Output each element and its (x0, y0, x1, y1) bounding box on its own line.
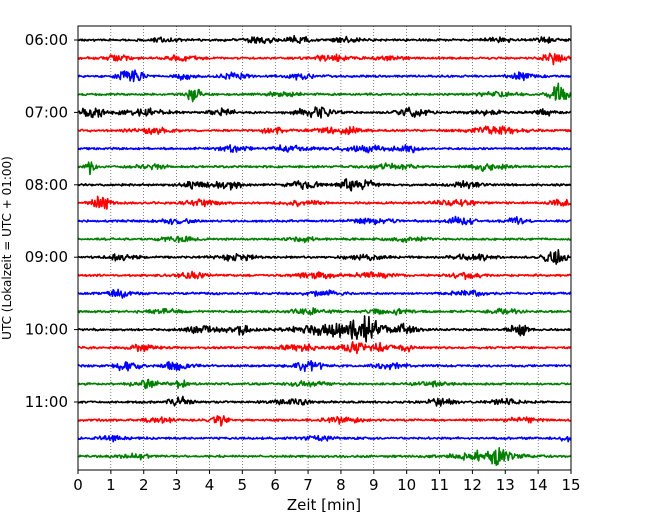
trace-0645 (77, 82, 572, 103)
trace-1130 (77, 434, 572, 443)
trace-1045 (77, 378, 572, 390)
y-tick-label-06:00: 06:00 (25, 31, 68, 49)
x-tick-label-7: 7 (303, 476, 313, 494)
x-tick-label-0: 0 (73, 476, 83, 494)
trace-0600 (77, 34, 572, 45)
trace-0915 (77, 270, 572, 281)
trace-0900 (77, 249, 572, 265)
trace-0830 (77, 215, 572, 226)
trace-1100 (77, 395, 572, 407)
trace-0730 (77, 144, 572, 154)
x-tick-label-5: 5 (238, 476, 248, 494)
trace-0815 (77, 195, 572, 210)
y-tick-label-11:00: 11:00 (25, 393, 68, 411)
x-tick-label-15: 15 (561, 476, 580, 494)
trace-1015 (77, 340, 572, 355)
x-tick-label-3: 3 (172, 476, 182, 494)
trace-0615 (77, 52, 572, 66)
x-tick-label-1: 1 (106, 476, 116, 494)
y-tick-label-09:00: 09:00 (25, 248, 68, 266)
x-tick-label-14: 14 (529, 476, 548, 494)
x-tick-label-11: 11 (430, 476, 449, 494)
trace-0715 (77, 125, 572, 136)
x-tick-label-10: 10 (397, 476, 416, 494)
x-axis-ticks: 0 1 2 3 4 5 6 7 8 9 10 11 12 13 14 15 (73, 470, 581, 494)
seismogram-traces (77, 34, 572, 467)
trace-0700 (77, 106, 572, 119)
trace-0845 (77, 235, 572, 244)
x-tick-label-8: 8 (336, 476, 346, 494)
trace-1030 (77, 360, 572, 373)
plot-background (78, 26, 571, 470)
plot-frame (77, 25, 572, 471)
y-tick-label-10:00: 10:00 (25, 321, 68, 339)
x-tick-label-4: 4 (205, 476, 215, 494)
y-axis-label: UTC (Lokalzeit = UTC + 01:00) (0, 156, 14, 340)
x-tick-label-13: 13 (496, 476, 515, 494)
y-tick-label-07:00: 07:00 (25, 103, 68, 121)
y-tick-label-08:00: 08:00 (25, 176, 68, 194)
trace-1115 (77, 415, 572, 427)
trace-0745 (77, 161, 572, 176)
x-tick-label-6: 6 (270, 476, 280, 494)
x-axis-label: Zeit [min] (287, 496, 361, 514)
vertical-gridlines (110, 26, 539, 470)
y-axis-ticks: 06:00 07:00 08:00 09:00 10:00 11:00 (25, 31, 78, 411)
trace-0630 (77, 69, 572, 83)
x-tick-label-12: 12 (463, 476, 482, 494)
x-tick-label-9: 9 (369, 476, 379, 494)
trace-1145 (77, 447, 572, 467)
trace-1000 (77, 315, 572, 343)
x-tick-label-2: 2 (139, 476, 149, 494)
trace-0800 (77, 178, 572, 192)
trace-0945 (77, 307, 572, 316)
trace-0930 (77, 288, 572, 299)
